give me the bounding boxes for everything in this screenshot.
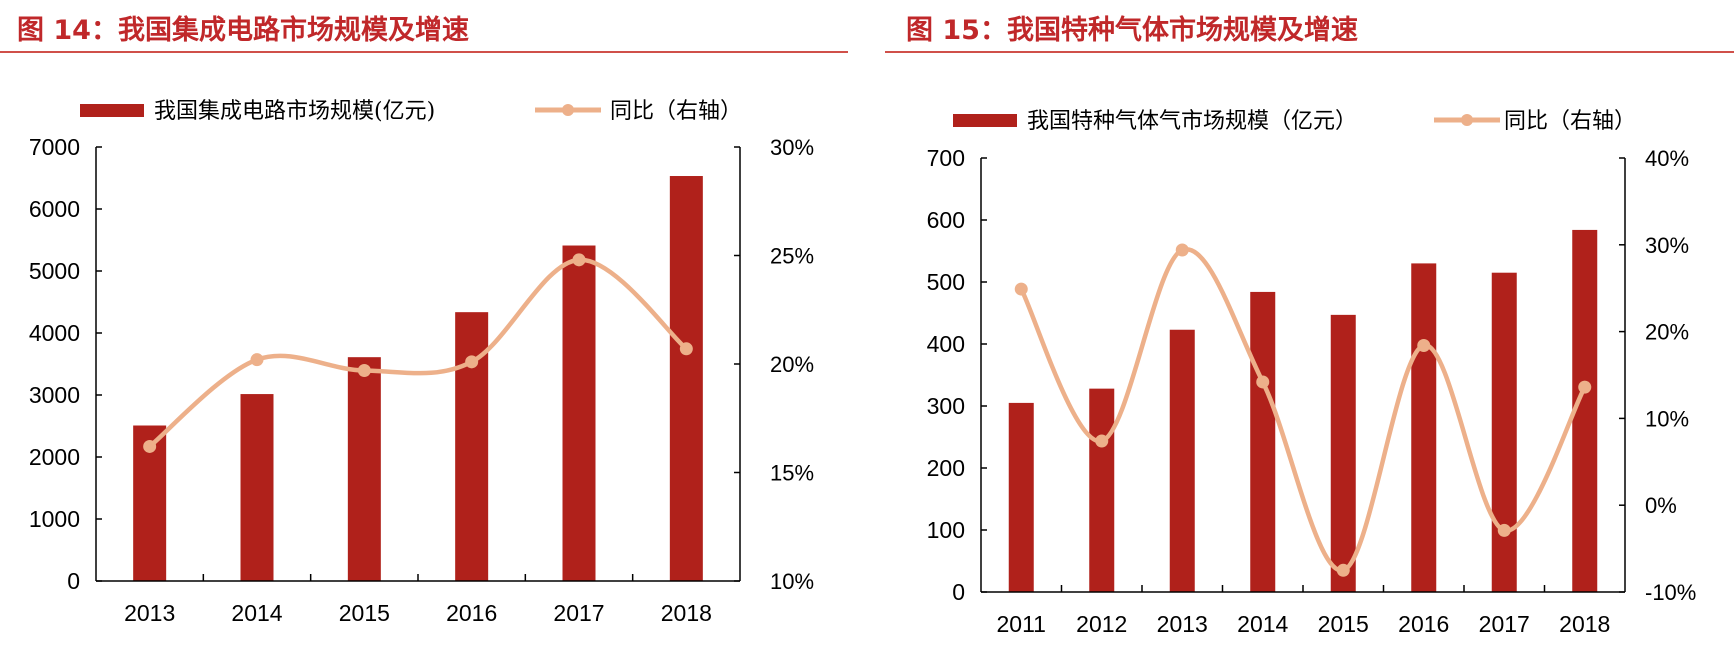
right-tick-label: 20%: [770, 352, 814, 377]
x-tick-label: 2015: [339, 600, 390, 626]
x-tick-label: 2016: [1398, 611, 1449, 637]
right-tick-label: 20%: [1645, 320, 1689, 345]
x-tick-label: 2017: [553, 600, 604, 626]
bar-2014: [240, 394, 274, 581]
left-tick-label: 5000: [29, 258, 80, 284]
growth-point-2016: [1417, 338, 1431, 352]
right-tick-label: 15%: [770, 461, 814, 486]
bar-2017: [1491, 272, 1517, 592]
x-tick-label: 2017: [1479, 611, 1530, 637]
growth-point-2014: [1256, 375, 1270, 389]
right-tick-label: 30%: [1645, 233, 1689, 258]
x-tick-label: 2018: [661, 600, 712, 626]
title-divider: [0, 51, 848, 53]
left-tick-label: 6000: [29, 196, 80, 222]
bar-2017: [562, 245, 596, 581]
growth-point-2014: [250, 353, 264, 367]
left-tick-label: 0: [952, 579, 965, 605]
left-tick-label: 200: [927, 455, 965, 481]
right-tick-label: 0%: [1645, 493, 1677, 518]
growth-line: [1019, 247, 1587, 573]
bar-2015: [1330, 314, 1356, 592]
left-tick-label: 3000: [29, 382, 80, 408]
x-tick-label: 2013: [1157, 611, 1208, 637]
x-tick-label: 2013: [124, 600, 175, 626]
x-tick-label: 2018: [1559, 611, 1610, 637]
legend-line-label: 同比（右轴）: [1504, 109, 1636, 134]
growth-point-2015: [1336, 563, 1350, 577]
left-tick-label: 2000: [29, 444, 80, 470]
right-tick-label: -10%: [1645, 580, 1696, 605]
bar-2015: [347, 357, 381, 581]
bar-2012: [1089, 388, 1115, 592]
right-tick-label: 10%: [1645, 406, 1689, 431]
right-tick-label: 25%: [770, 244, 814, 269]
left-tick-label: 700: [927, 145, 965, 171]
growth-line: [148, 257, 688, 449]
chart-0: 我国集成电路市场规模(亿元) 同比（右轴） 0 1000 2000 3000 4000 500…: [29, 99, 814, 626]
left-tick-label: 300: [927, 393, 965, 419]
left-tick-label: 600: [927, 207, 965, 233]
growth-point-2017: [572, 253, 586, 267]
left-tick-label: 500: [927, 269, 965, 295]
left-tick-label: 0: [67, 568, 80, 594]
x-tick-label: 2016: [446, 600, 497, 626]
left-tick-label: 400: [927, 331, 965, 357]
chart-title-14: 图 14：我国集成电路市场规模及增速: [17, 15, 469, 46]
growth-point-2018: [679, 342, 693, 356]
right-tick-label: 40%: [1645, 146, 1689, 171]
x-tick-label: 2012: [1076, 611, 1127, 637]
growth-point-2011: [1014, 282, 1028, 296]
left-tick-label: 7000: [29, 134, 80, 160]
legend-bar-label: 我国集成电路市场规模(亿元): [154, 99, 435, 124]
legend-bar-label: 我国特种气体气市场规模（亿元）: [1027, 109, 1357, 134]
x-tick-label: 2014: [1237, 611, 1288, 637]
title-divider: [885, 51, 1734, 53]
growth-point-2013: [1175, 243, 1189, 257]
left-tick-label: 100: [927, 517, 965, 543]
chart-title-15: 图 15：我国特种气体市场规模及增速: [906, 15, 1358, 46]
growth-point-2018: [1578, 380, 1592, 394]
bar-2011: [1008, 402, 1034, 592]
legend-line-marker: [1461, 114, 1473, 126]
growth-point-2012: [1095, 434, 1109, 448]
bar-2013: [1169, 329, 1195, 592]
growth-point-2016: [465, 355, 479, 369]
x-tick-label: 2011: [997, 611, 1046, 637]
chart-1: 我国特种气体气市场规模（亿元） 同比（右轴） 0 100 200 300 400 500 600…: [927, 109, 1697, 637]
growth-point-2017: [1497, 523, 1511, 537]
left-tick-label: 4000: [29, 320, 80, 346]
legend-line-marker: [562, 104, 574, 116]
legend-line-label: 同比（右轴）: [610, 99, 742, 124]
growth-point-2013: [143, 439, 157, 453]
x-tick-label: 2015: [1318, 611, 1369, 637]
right-tick-label: 30%: [770, 135, 814, 160]
legend-bar-swatch: [80, 104, 144, 117]
legend-bar-swatch: [953, 114, 1017, 127]
left-tick-label: 1000: [29, 506, 80, 532]
bar-2016: [1411, 263, 1437, 592]
right-tick-label: 10%: [770, 569, 814, 594]
growth-point-2015: [357, 364, 371, 378]
bar-2018: [669, 176, 703, 582]
x-tick-label: 2014: [231, 600, 282, 626]
bar-2014: [1250, 291, 1276, 592]
